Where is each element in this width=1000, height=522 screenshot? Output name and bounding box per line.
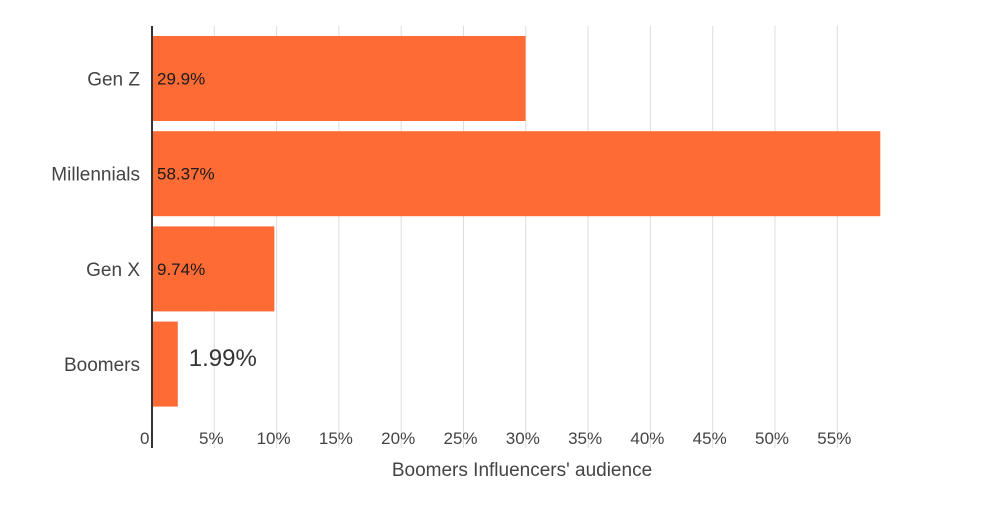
x-tick-label: 25% (443, 429, 477, 448)
data-label: 1.99% (189, 345, 257, 372)
category-label: Boomers (64, 355, 140, 376)
x-tick-label: 50% (755, 429, 789, 448)
bar-gen-x (153, 226, 275, 312)
x-tick-label: 45% (693, 429, 727, 448)
x-tick-label: 5% (199, 429, 224, 448)
x-tick-label: 55% (817, 429, 851, 448)
data-label: 58.37% (157, 165, 215, 184)
x-tick-label: 0 (140, 429, 149, 448)
x-tick-labels: 0 5% 10% 15% 20% 25% 30% 35% 40% 45% 50% 55% (140, 429, 851, 448)
x-tick-label: 30% (506, 429, 540, 448)
data-label: 29.9% (157, 70, 205, 89)
x-tick-label: 15% (319, 429, 353, 448)
category-label: Gen X (86, 260, 140, 281)
bars (153, 36, 881, 407)
x-axis-title: Boomers Influencers' audience (392, 460, 652, 481)
x-tick-label: 40% (630, 429, 664, 448)
bar-boomers (153, 321, 178, 407)
category-label: Millennials (51, 165, 140, 186)
bar-millennials (153, 131, 881, 217)
x-tick-label: 35% (568, 429, 602, 448)
category-labels: Gen Z Millennials Gen X Boomers (51, 70, 140, 377)
category-label: Gen Z (87, 70, 140, 91)
bar-gen-z (153, 36, 526, 121)
data-label: 9.74% (157, 260, 205, 279)
x-tick-label: 10% (257, 429, 291, 448)
data-labels: 29.9% 58.37% 9.74% 1.99% (157, 70, 257, 373)
x-tick-label: 20% (381, 429, 415, 448)
